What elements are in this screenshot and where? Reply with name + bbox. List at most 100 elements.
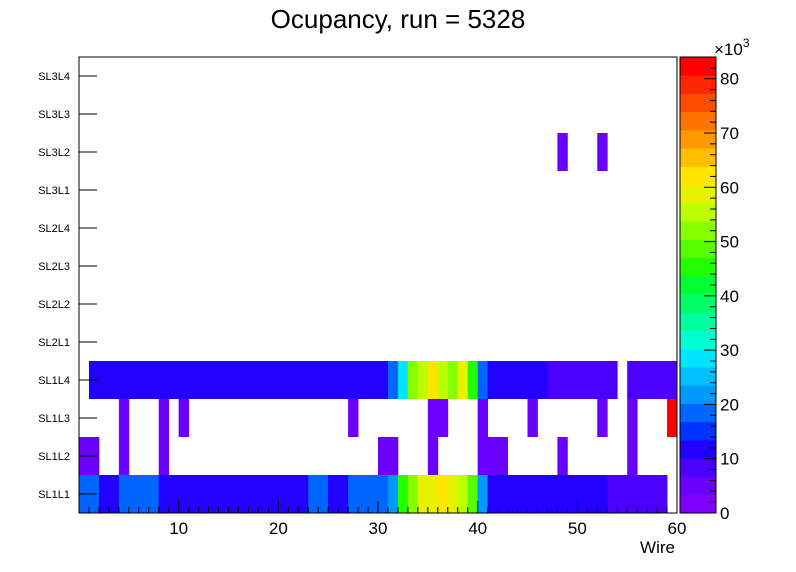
heatmap-cell — [118, 399, 130, 437]
colorbar-multiplier: ×103 — [714, 36, 750, 59]
heatmap-cell — [467, 475, 479, 513]
heatmap-cell — [437, 399, 449, 437]
colorbar-band — [680, 148, 716, 167]
heatmap-cell — [308, 475, 319, 513]
heatmap-cell — [597, 133, 608, 171]
colorbar-band — [680, 75, 716, 94]
heatmap-cell — [517, 361, 528, 399]
colorbar-band — [680, 494, 716, 514]
colorbar-band — [680, 458, 716, 477]
colorbar-band — [680, 93, 716, 113]
heatmap-cell — [378, 475, 389, 513]
heatmap-cell — [427, 399, 439, 437]
heatmap-cell — [278, 475, 289, 513]
colorbar-band — [680, 221, 716, 240]
heatmap-cell — [358, 475, 369, 513]
x-tick-label: 20 — [269, 519, 288, 538]
x-tick-label: 10 — [169, 519, 188, 538]
heatmap-cell — [368, 475, 379, 513]
heatmap-cell — [118, 475, 130, 513]
heatmap-cell — [348, 361, 359, 399]
heatmap-cell — [607, 475, 618, 513]
heatmap-cell — [118, 437, 130, 475]
y-tick-label: SL3L3 — [38, 109, 70, 121]
heatmap-cell — [218, 361, 229, 399]
colorbar-band — [680, 202, 716, 222]
heatmap-cell — [258, 361, 269, 399]
heatmap-cell — [397, 475, 409, 513]
colorbar-tick-label: 70 — [720, 124, 739, 143]
heatmap-cell — [617, 475, 628, 513]
colorbar-tick-label: 50 — [720, 233, 739, 252]
heatmap-cell — [427, 475, 439, 513]
heatmap-cell — [627, 361, 638, 399]
heatmap-cell — [228, 361, 239, 399]
chart-title: Ocupancy, run = 5328 — [271, 4, 526, 34]
colorbar-band — [680, 421, 716, 441]
colorbar-band — [680, 111, 716, 131]
heatmap-cell — [108, 475, 120, 513]
heatmap-cell — [477, 437, 489, 475]
heatmap-cell — [128, 361, 140, 399]
heatmap-cell — [198, 361, 209, 399]
heatmap-cell — [667, 399, 678, 437]
heatmap-cell — [208, 361, 219, 399]
heatmap-cell — [278, 361, 289, 399]
colorbar-multiplier-base: ×10 — [714, 40, 743, 59]
heatmap-cell — [577, 361, 588, 399]
heatmap-cell — [387, 361, 399, 399]
heatmap-cell — [497, 475, 508, 513]
x-tick-label: 50 — [568, 519, 587, 538]
heatmap-cell — [537, 475, 548, 513]
heatmap-cell — [557, 361, 568, 399]
x-axis-title: Wire — [640, 538, 675, 557]
x-tick-label: 40 — [468, 519, 487, 538]
heatmap-cell — [447, 361, 459, 399]
heatmap-cell — [487, 475, 498, 513]
y-tick-label: SL2L1 — [38, 337, 70, 349]
colorbar-band — [680, 257, 716, 277]
heatmap-cell — [637, 475, 648, 513]
heatmap-cell — [138, 361, 150, 399]
heatmap-cell — [427, 361, 439, 399]
heatmap-cell — [487, 437, 498, 475]
heatmap-cell — [178, 475, 190, 513]
heatmap-cell — [328, 361, 339, 399]
heatmap-cell — [158, 399, 170, 437]
heatmap-cell — [358, 361, 369, 399]
colorbar-band — [680, 184, 716, 204]
heatmap-cell — [378, 437, 389, 475]
heatmap-cell — [298, 475, 309, 513]
x-axis: 10 20 30 40 50 60 — [78, 501, 687, 538]
heatmap-cell — [647, 475, 658, 513]
heatmap-cell — [567, 475, 578, 513]
heatmap-cell — [627, 475, 638, 513]
heatmap-cell — [258, 475, 269, 513]
y-axis: SL1L1 SL1L2 SL1L3 SL1L4 SL2L1 SL2L2 SL2L3 SL2L4… — [38, 71, 97, 501]
heatmap-cell — [178, 361, 190, 399]
heatmap-cell — [168, 361, 180, 399]
heatmap-cells — [79, 133, 678, 513]
heatmap-cell — [268, 361, 279, 399]
colorbar-band — [680, 57, 716, 76]
heatmap-cell — [657, 475, 668, 513]
heatmap-cell — [318, 361, 329, 399]
heatmap-cell — [98, 475, 110, 513]
colorbar-tick-label: 0 — [720, 504, 729, 523]
x-tick-label: 60 — [668, 519, 687, 538]
colorbar-tick-label: 60 — [720, 178, 739, 197]
colorbar-band — [680, 129, 716, 149]
heatmap-cell — [248, 361, 259, 399]
heatmap-cell — [557, 475, 568, 513]
colorbar-band — [680, 239, 716, 259]
heatmap-cell — [248, 475, 259, 513]
heatmap-cell — [128, 475, 140, 513]
heatmap-cell — [288, 475, 299, 513]
heatmap-cell — [507, 361, 518, 399]
heatmap-cell — [417, 475, 429, 513]
heatmap-cell — [447, 475, 459, 513]
colorbar-band — [680, 367, 716, 386]
heatmap-cell — [457, 475, 469, 513]
heatmap-cell — [497, 437, 508, 475]
